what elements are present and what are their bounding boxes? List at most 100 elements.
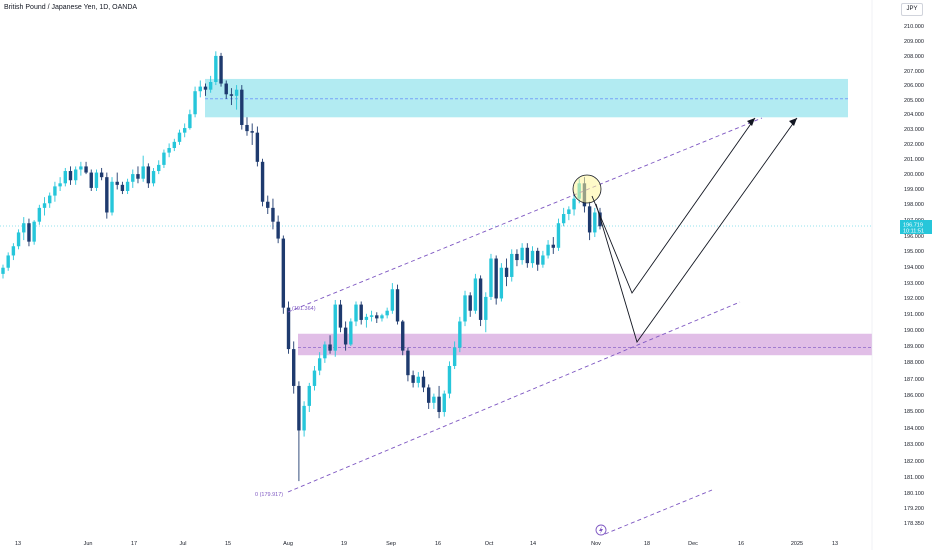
- candle-body: [442, 393, 446, 413]
- candle: [354, 301, 358, 327]
- candle-body: [84, 166, 88, 173]
- candle-body: [188, 114, 192, 129]
- lightning-icon[interactable]: [595, 524, 607, 536]
- candle-body: [473, 278, 478, 311]
- time-tick-label: 13: [832, 541, 838, 547]
- candle-body: [437, 396, 441, 413]
- price-tick-label: 209.000: [904, 39, 924, 45]
- candle-body: [447, 365, 452, 394]
- candle-body: [131, 174, 135, 182]
- candle: [489, 253, 493, 300]
- price-tick-label: 185.000: [904, 409, 924, 415]
- price-tick-label: 205.000: [904, 98, 924, 104]
- candle-body: [520, 247, 524, 261]
- candle: [567, 206, 571, 221]
- candle: [297, 381, 301, 482]
- candle: [406, 347, 410, 382]
- candle: [105, 172, 109, 219]
- candle-body: [478, 278, 483, 320]
- candle-body: [504, 267, 509, 277]
- arrowhead-short: [747, 118, 755, 126]
- candle: [89, 169, 93, 191]
- price-tick-label: 178.350: [904, 521, 924, 527]
- candle: [79, 161, 83, 176]
- candle: [240, 85, 244, 130]
- currency-button[interactable]: JPY: [901, 3, 923, 16]
- price-tick-label: 194.000: [904, 265, 924, 271]
- candle-body: [302, 405, 306, 431]
- candle: [167, 143, 171, 158]
- candle-body: [37, 207, 42, 222]
- candle: [115, 172, 119, 190]
- price-tick-label: 208.000: [904, 54, 924, 60]
- candle: [224, 80, 228, 99]
- price-tick-label: 201.000: [904, 157, 924, 163]
- candle-body: [94, 172, 99, 188]
- candle: [208, 75, 213, 93]
- candle-body: [182, 128, 187, 133]
- candle: [94, 169, 99, 191]
- symbol-title[interactable]: British Pound / Japanese Yen, 1D, OANDA: [4, 4, 138, 11]
- candle-body: [406, 350, 410, 376]
- candle: [447, 361, 452, 399]
- price-axis-ticks: 178.350 179.200 180.100 181.000 182.000 183.0…: [904, 24, 924, 527]
- candle: [6, 252, 10, 271]
- resistance-zone[interactable]: [205, 78, 848, 118]
- candle-body: [598, 212, 602, 227]
- candle-body: [22, 223, 26, 233]
- candle: [58, 177, 62, 191]
- candle-body: [541, 255, 545, 265]
- candle: [499, 263, 504, 302]
- channel-upper-line[interactable]: [287, 117, 763, 313]
- projection-path-short[interactable]: [591, 117, 756, 294]
- candle-body: [63, 171, 67, 184]
- candle: [494, 255, 498, 305]
- candle: [343, 321, 348, 351]
- candle: [146, 163, 151, 188]
- candle-body: [556, 223, 561, 248]
- price-tick-label: 195.000: [904, 249, 924, 255]
- candle: [234, 85, 239, 110]
- candle-body: [276, 221, 280, 239]
- price-tick-label: 192.000: [904, 296, 924, 302]
- channel-lower-line[interactable]: [287, 301, 741, 493]
- time-tick-label: Aug: [283, 541, 293, 547]
- price-tick-label: 181.000: [904, 475, 924, 481]
- candle: [229, 88, 234, 106]
- candle-body: [224, 83, 228, 95]
- candle: [468, 292, 472, 317]
- support-zone[interactable]: [298, 333, 872, 356]
- time-axis[interactable]: 13 Jun 17 Jul 15 Aug 19 Sep 16 Oct 14 Nov 18 Dec 16 202…: [15, 541, 838, 547]
- candle: [551, 237, 555, 254]
- channel-projection-line[interactable]: [604, 489, 713, 535]
- candle: [458, 316, 462, 353]
- candle: [390, 283, 395, 314]
- time-tick-label: 18: [644, 541, 650, 547]
- zones-layer: [205, 78, 872, 356]
- candle-body: [458, 321, 462, 348]
- candle-body: [395, 289, 400, 322]
- candle: [520, 243, 524, 265]
- candle-body: [193, 91, 197, 115]
- candle-body: [307, 385, 311, 406]
- highlight-circle[interactable]: [572, 174, 602, 204]
- candle-body: [167, 148, 171, 153]
- time-tick-label: Jul: [179, 541, 186, 547]
- candle-body: [234, 89, 239, 96]
- candle-body: [510, 253, 514, 277]
- price-tick-label: 200.000: [904, 172, 924, 178]
- candle-body: [401, 321, 405, 351]
- price-axis[interactable]: 178.350 179.200 180.100 181.000 182.000 183.0…: [871, 0, 932, 550]
- price-tick-label: 206.000: [904, 83, 924, 89]
- candle: [338, 299, 343, 333]
- projection-path-deep[interactable]: [595, 117, 798, 344]
- candle-body: [27, 223, 31, 242]
- candle-body: [48, 195, 52, 204]
- candle-body: [271, 207, 275, 222]
- candle: [541, 250, 545, 268]
- candle: [411, 370, 415, 388]
- candle: [380, 313, 384, 322]
- candles-layer: [1, 51, 602, 482]
- candle: [177, 129, 182, 145]
